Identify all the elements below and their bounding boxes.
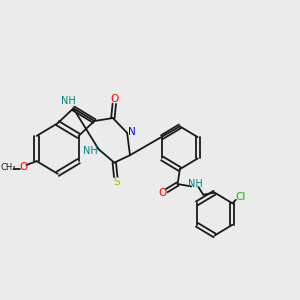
Text: N: N	[128, 127, 136, 137]
Text: Cl: Cl	[235, 192, 245, 203]
Text: O: O	[159, 188, 167, 198]
Text: NH: NH	[61, 96, 76, 106]
Text: O: O	[111, 94, 119, 104]
Text: S: S	[113, 177, 120, 187]
Text: NH: NH	[188, 179, 203, 189]
Text: NH: NH	[83, 146, 98, 156]
Text: O: O	[20, 162, 28, 172]
Text: CH₃: CH₃	[0, 164, 16, 172]
